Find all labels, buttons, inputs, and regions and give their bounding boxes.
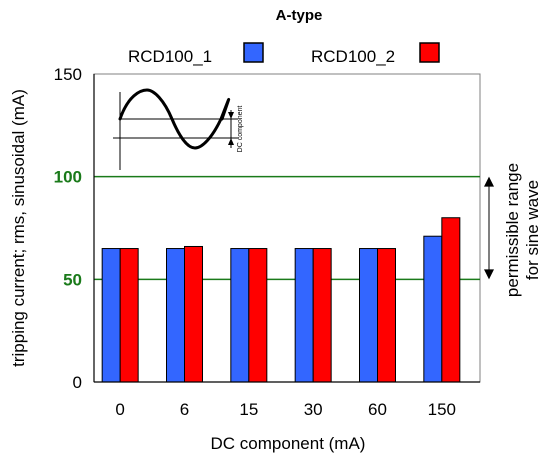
bar-series-2-30 xyxy=(312,248,332,383)
inset-sine-wave xyxy=(118,88,231,150)
legend: RCD100_1 RCD100_2 xyxy=(128,42,440,66)
x-tick-label-60: 60 xyxy=(368,400,387,419)
y-tick-label-150: 150 xyxy=(54,65,82,84)
bar-series-1-150 xyxy=(423,235,443,383)
y-tick-label-100: 100 xyxy=(54,168,82,187)
x-tick-label-0: 0 xyxy=(115,400,124,419)
legend-swatch-series-2 xyxy=(419,42,440,63)
x-tick-label-6: 6 xyxy=(180,400,189,419)
chart-title: A-type xyxy=(276,7,323,24)
plot-area xyxy=(93,73,481,383)
bar-series-2-15 xyxy=(248,248,268,383)
permissible-range-annotation: permissible range for sine wave xyxy=(484,163,542,297)
bar-series-2-150 xyxy=(441,217,461,383)
x-tick-labels: 0 6 15 30 60 150 xyxy=(115,400,456,419)
bar-series-2-6 xyxy=(184,245,203,383)
range-arrowhead-bottom xyxy=(484,269,494,280)
inset-dimension-arrow-top xyxy=(228,112,234,119)
y-tick-labels: 0 50 100 150 xyxy=(54,65,82,392)
range-arrowhead-top xyxy=(484,176,494,187)
x-axis-label: DC component (mA) xyxy=(211,434,366,453)
inset-dc-component-label: DC component xyxy=(237,106,244,153)
bar-series-1-60 xyxy=(359,248,378,383)
range-label-line-2: for sine wave xyxy=(523,180,542,280)
x-tick-label-15: 15 xyxy=(239,400,258,419)
bar-series-2-60 xyxy=(377,248,396,383)
x-tick-label-30: 30 xyxy=(304,400,323,419)
bar-series-1-0 xyxy=(101,248,121,383)
inset-dc-sine-diagram: DC component xyxy=(113,88,244,170)
bar-series-1-6 xyxy=(166,248,185,383)
range-label-line-1: permissible range xyxy=(503,163,522,297)
y-axis-label: tripping current; rms, sinusoidal (mA) xyxy=(9,89,28,367)
inset-dimension-arrow-bottom xyxy=(228,138,234,145)
y-tick-label-0: 0 xyxy=(73,373,82,392)
y-tick-label-50: 50 xyxy=(63,270,82,289)
legend-swatch-series-1 xyxy=(243,42,264,63)
x-tick-label-150: 150 xyxy=(428,400,456,419)
legend-label-series-2: RCD100_2 xyxy=(311,47,395,66)
bar-series-1-15 xyxy=(230,248,250,383)
legend-label-series-1: RCD100_1 xyxy=(128,47,212,66)
bar-series-1-30 xyxy=(294,248,314,383)
bar-series-2-0 xyxy=(119,248,139,383)
